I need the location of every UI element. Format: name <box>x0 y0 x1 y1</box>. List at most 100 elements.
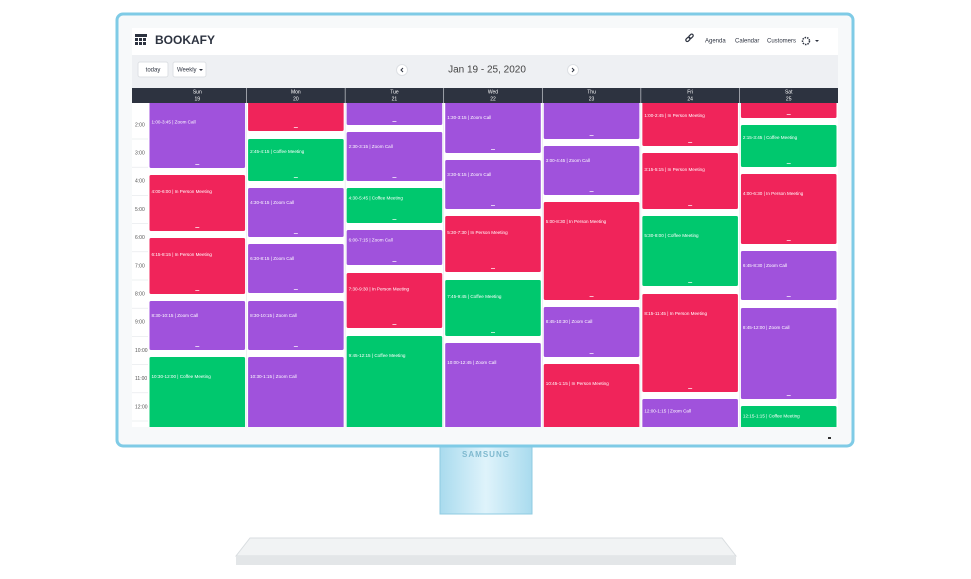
event-label: 10:00-12:45 | Zoom Call <box>447 360 496 365</box>
event[interactable] <box>543 307 640 357</box>
view-dropdown[interactable] <box>172 61 207 78</box>
event[interactable] <box>248 301 344 350</box>
day-header-bar <box>132 88 838 103</box>
event-label: 3:30-5:15 | Zoom Call <box>447 172 491 177</box>
event[interactable] <box>149 238 246 294</box>
event[interactable] <box>740 174 837 244</box>
event[interactable] <box>740 251 837 300</box>
event-label: 6:45-8:30 | Zoom Call <box>743 263 787 268</box>
event-resize-handle <box>688 205 693 206</box>
time-label: 4:00 <box>135 179 145 185</box>
event[interactable] <box>248 357 344 440</box>
event[interactable] <box>346 273 443 328</box>
event-label: 2:45-4:15 | Coffee Meeting <box>250 149 305 154</box>
link-icon[interactable] <box>685 33 694 43</box>
power-led <box>828 437 831 439</box>
event[interactable] <box>740 98 837 118</box>
day-date: 20 <box>293 96 299 102</box>
event-resize-handle <box>491 205 495 206</box>
event-resize-handle <box>293 346 298 347</box>
event[interactable] <box>642 216 738 286</box>
event-resize-handle <box>392 324 397 325</box>
prev-button[interactable] <box>396 64 408 76</box>
event-label: 5:00-8:30 | In Person Meeting <box>546 219 607 224</box>
event[interactable] <box>642 399 738 440</box>
nav-link[interactable]: Customers <box>767 39 796 45</box>
event-resize-handle <box>786 240 791 241</box>
event-label: 4:30-5:45 | Coffee Meeting <box>349 196 404 201</box>
event[interactable] <box>346 188 443 223</box>
time-label: 6:00 <box>135 235 145 241</box>
time-label: 5:00 <box>135 207 145 213</box>
nav-link[interactable]: Agenda <box>705 39 726 45</box>
event-label: 3:00-4:45 | Zoom Call <box>546 158 590 163</box>
event[interactable] <box>149 98 246 168</box>
event[interactable] <box>445 280 541 336</box>
event-label: 12:15-1:15 | Coffee Meeting <box>743 413 800 418</box>
event-label: 5:30-7:30 | In Person Meeting <box>447 230 508 235</box>
event[interactable] <box>248 139 344 181</box>
event[interactable] <box>149 357 246 440</box>
stand-base-edge <box>236 556 736 565</box>
event[interactable] <box>642 98 738 146</box>
day-name: Sat <box>785 89 793 95</box>
dropdown-caret <box>199 69 203 71</box>
event-label: 9:45-12:15 | Coffee Meeting <box>349 353 406 358</box>
day-date: 25 <box>786 96 792 102</box>
event[interactable] <box>543 98 640 139</box>
time-label: 3:00 <box>135 151 145 157</box>
event-label: 4:00-6:00 | In Person Meeting <box>152 189 213 194</box>
next-button[interactable] <box>567 64 579 76</box>
monitor-brand: SAMSUNG <box>462 450 510 459</box>
event[interactable] <box>543 146 640 195</box>
settings-button[interactable] <box>801 36 820 46</box>
event-resize-handle <box>195 290 200 291</box>
event[interactable] <box>445 343 541 440</box>
event[interactable] <box>543 364 640 440</box>
event[interactable] <box>149 301 246 350</box>
event[interactable] <box>248 244 344 293</box>
event-resize-handle <box>392 261 397 262</box>
time-gutter <box>132 103 148 427</box>
event-label: 4:30-6:15 | Zoom Call <box>250 200 294 205</box>
event[interactable] <box>149 175 246 231</box>
event-label: 7:45-9:45 | Coffee Meeting <box>447 294 502 299</box>
event[interactable] <box>642 153 738 209</box>
event[interactable] <box>346 98 443 125</box>
stand-base <box>234 537 738 557</box>
event-resize-handle <box>293 127 298 128</box>
event[interactable] <box>445 216 541 272</box>
event[interactable] <box>740 308 837 399</box>
event[interactable] <box>740 125 837 167</box>
event[interactable] <box>445 160 541 209</box>
event[interactable] <box>346 132 443 181</box>
event[interactable] <box>346 230 443 265</box>
event-resize-handle <box>786 395 791 396</box>
event-label: 1:00-2:45 | In Person Meeting <box>644 113 705 118</box>
event[interactable] <box>543 202 640 300</box>
event[interactable] <box>248 98 344 131</box>
date-range: Jan 19 - 25, 2020 <box>448 65 526 76</box>
time-label: 7:00 <box>135 263 145 269</box>
event-resize-handle <box>195 227 200 228</box>
event[interactable] <box>740 406 837 440</box>
event[interactable] <box>642 294 738 392</box>
event-resize-handle <box>491 268 495 269</box>
event-resize-handle <box>293 289 298 290</box>
event-label: 6:00-7:15 | Zoom Call <box>349 238 393 243</box>
event-label: 8:30-10:15 | Zoom Call <box>250 313 297 318</box>
event[interactable] <box>445 98 541 153</box>
event-resize-handle <box>293 233 298 234</box>
event[interactable] <box>248 188 344 237</box>
today-button[interactable] <box>137 61 169 78</box>
day-name: Mon <box>291 89 301 95</box>
event-resize-handle <box>491 332 495 333</box>
nav-link[interactable]: Calendar <box>735 39 759 45</box>
day-name: Sun <box>193 89 202 95</box>
event-resize-handle <box>589 135 594 136</box>
event-resize-handle <box>688 282 693 283</box>
event-label: 6:30-8:15 | Zoom Call <box>250 256 294 261</box>
time-label: 10:00 <box>135 348 148 354</box>
day-name: Wed <box>488 89 498 95</box>
event[interactable] <box>346 336 443 440</box>
